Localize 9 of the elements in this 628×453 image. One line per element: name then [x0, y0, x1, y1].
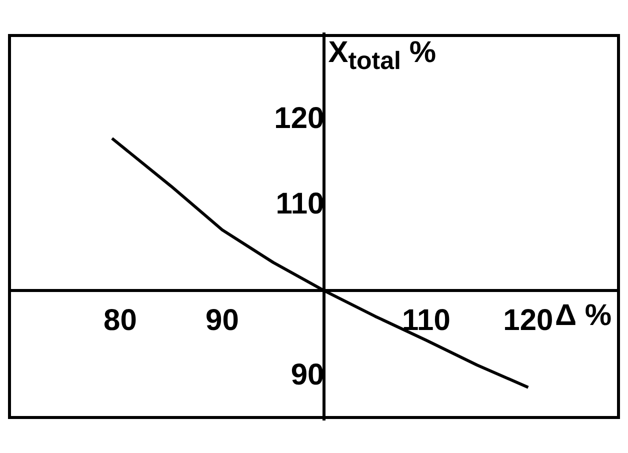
- y-axis-title: X$_{total}$ %: [328, 36, 436, 76]
- y-tick-label: 90: [290, 358, 324, 392]
- y-tick-label: 120: [274, 102, 324, 135]
- x-tick-label: 90: [206, 304, 239, 337]
- x-tick-label: 120: [503, 304, 554, 337]
- y-tick-label: 110: [276, 187, 324, 220]
- x-tick-label: 80: [104, 304, 137, 337]
- x-tick-label: 110: [402, 304, 450, 337]
- x-axis-title: Δ %: [555, 298, 612, 333]
